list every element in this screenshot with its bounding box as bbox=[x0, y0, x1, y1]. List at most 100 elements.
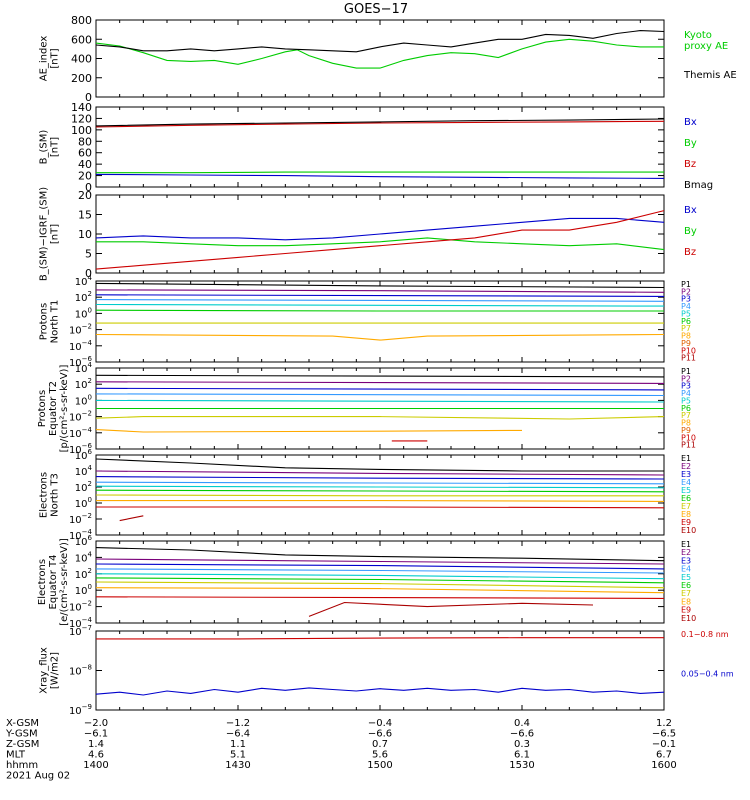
y-tick-exp: −9 bbox=[82, 703, 92, 711]
footer-value: 1600 bbox=[651, 760, 676, 771]
y-axis-label: Equator T2 bbox=[48, 381, 59, 436]
y-tick-exp: 2 bbox=[88, 377, 92, 385]
y-axis-label: [p/(cm²-s-sr-keV)] bbox=[59, 365, 70, 453]
legend-entry: E8 bbox=[681, 597, 691, 606]
y-tick-base: 10 bbox=[69, 413, 82, 424]
legend-entry: P3 bbox=[681, 382, 691, 391]
y-tick-exp: −8 bbox=[82, 664, 92, 672]
y-axis-label: [nT] bbox=[50, 48, 61, 68]
y-tick-label: 10 bbox=[78, 228, 92, 241]
legend-entry: P1 bbox=[681, 367, 691, 376]
legend-entry: Bx bbox=[684, 117, 697, 128]
series-line-E9 bbox=[95, 596, 665, 599]
panel-frame bbox=[95, 630, 665, 711]
y-tick-label: 100 bbox=[75, 393, 92, 407]
series-line-P1 bbox=[95, 374, 665, 378]
y-tick-exp: −2 bbox=[82, 323, 92, 331]
footer-date: 2021 Aug 02 bbox=[6, 771, 70, 782]
series-line-P1 bbox=[95, 282, 665, 289]
y-tick-base: 10 bbox=[69, 627, 82, 638]
y-tick-label: 10−2 bbox=[69, 410, 92, 424]
y-tick-exp: 0 bbox=[88, 583, 92, 591]
footer-value: 4.6 bbox=[88, 750, 104, 761]
y-tick-label: 800 bbox=[71, 14, 92, 27]
legend-entry: 0.05−0.4 nm bbox=[681, 670, 734, 679]
legend-entry: P6 bbox=[681, 317, 691, 326]
legend-entry: E7 bbox=[681, 589, 691, 598]
y-tick-label: 100 bbox=[75, 496, 92, 510]
y-tick-label: 0 bbox=[85, 181, 92, 194]
legend-entry: P9 bbox=[681, 426, 691, 435]
y-tick-label: 10−4 bbox=[69, 426, 93, 440]
legend-entry: P3 bbox=[681, 295, 691, 304]
y-tick-exp: 6 bbox=[88, 448, 93, 456]
footer-label: hhmm bbox=[6, 760, 38, 771]
y-tick-label: 10−6 bbox=[69, 442, 93, 456]
series-line-E10 bbox=[119, 515, 144, 522]
y-tick-base: 10 bbox=[69, 326, 82, 337]
footer-value: 1400 bbox=[83, 760, 108, 771]
y-tick-base: 10 bbox=[75, 396, 88, 407]
legend-entry: Bz bbox=[684, 159, 696, 170]
legend-entry: 0.1−0.8 nm bbox=[681, 630, 729, 639]
series-line-E5 bbox=[95, 573, 665, 580]
y-tick-label: 102 bbox=[75, 567, 92, 581]
series-line-P4 bbox=[95, 299, 665, 302]
y-axis-label: Protons bbox=[37, 390, 48, 427]
y-axis-label: AE_index bbox=[39, 36, 50, 82]
panel-frame bbox=[95, 280, 665, 363]
footer-value: 1.1 bbox=[230, 739, 246, 750]
footer-value: 5.1 bbox=[230, 750, 246, 761]
y-tick-base: 10 bbox=[69, 445, 82, 456]
y-axis-label: B_(SM)−IGRF_(SM) bbox=[39, 187, 50, 281]
series-line-E3 bbox=[95, 563, 665, 570]
series-line-E6 bbox=[95, 489, 665, 493]
y-tick-exp: 4 bbox=[88, 361, 93, 369]
footer-value: −1.2 bbox=[226, 718, 250, 729]
y-tick-base: 10 bbox=[75, 293, 88, 304]
y-axis-label: [e/(cm²-s-sr-keV)] bbox=[59, 538, 70, 626]
series-line-E10 bbox=[308, 601, 594, 617]
legend-entry: By bbox=[684, 226, 697, 237]
series-line-E9 bbox=[96, 506, 665, 509]
legend-entry: P10 bbox=[681, 433, 696, 442]
y-axis-label: Electrons bbox=[37, 559, 48, 605]
plot-title: GOES−17 bbox=[344, 2, 408, 17]
legend-entry: E7 bbox=[681, 502, 691, 511]
footer-value: −0.4 bbox=[368, 718, 392, 729]
footer-value: 0.3 bbox=[514, 739, 530, 750]
y-tick-label: 0 bbox=[85, 267, 92, 280]
y-axis-label: Equator T4 bbox=[48, 555, 59, 610]
y-axis-label: Protons bbox=[39, 303, 50, 340]
y-tick-label: 15 bbox=[78, 209, 92, 222]
legend-entry: E4 bbox=[681, 478, 691, 487]
y-axis-label: Xray_flux bbox=[39, 647, 50, 694]
legend-entry: P1 bbox=[681, 280, 691, 289]
y-tick-label: 60 bbox=[78, 147, 92, 160]
y-tick-label: 5 bbox=[85, 248, 92, 261]
y-tick-base: 10 bbox=[69, 358, 82, 369]
legend-entry: Bz bbox=[684, 247, 696, 258]
y-tick-exp: −4 bbox=[82, 616, 93, 624]
y-tick-label: 10−8 bbox=[69, 664, 92, 678]
y-tick-label: 104 bbox=[75, 361, 93, 375]
series-line-E4 bbox=[95, 481, 665, 485]
y-tick-label: 20 bbox=[78, 170, 92, 183]
series-line-E2 bbox=[95, 558, 665, 565]
y-tick-exp: 0 bbox=[88, 393, 92, 401]
footer-value: −6.1 bbox=[84, 729, 108, 740]
series-line-P8 bbox=[95, 333, 665, 341]
footer-value: 0.7 bbox=[372, 739, 388, 750]
series-line-P5 bbox=[95, 303, 665, 307]
series-line-Themis-AE bbox=[95, 30, 665, 53]
y-axis-label: North T3 bbox=[50, 473, 61, 517]
series-line-0-1-0-8-nm bbox=[96, 637, 664, 640]
y-tick-base: 10 bbox=[75, 364, 88, 375]
y-tick-label: 80 bbox=[78, 135, 92, 148]
panel-3: 20 15 10 5 0 B_(SM)−IGRF_(SM) [nT] Bx By Bz bbox=[39, 187, 697, 281]
series-line-E6 bbox=[95, 577, 665, 584]
y-tick-label: 140 bbox=[71, 101, 92, 114]
